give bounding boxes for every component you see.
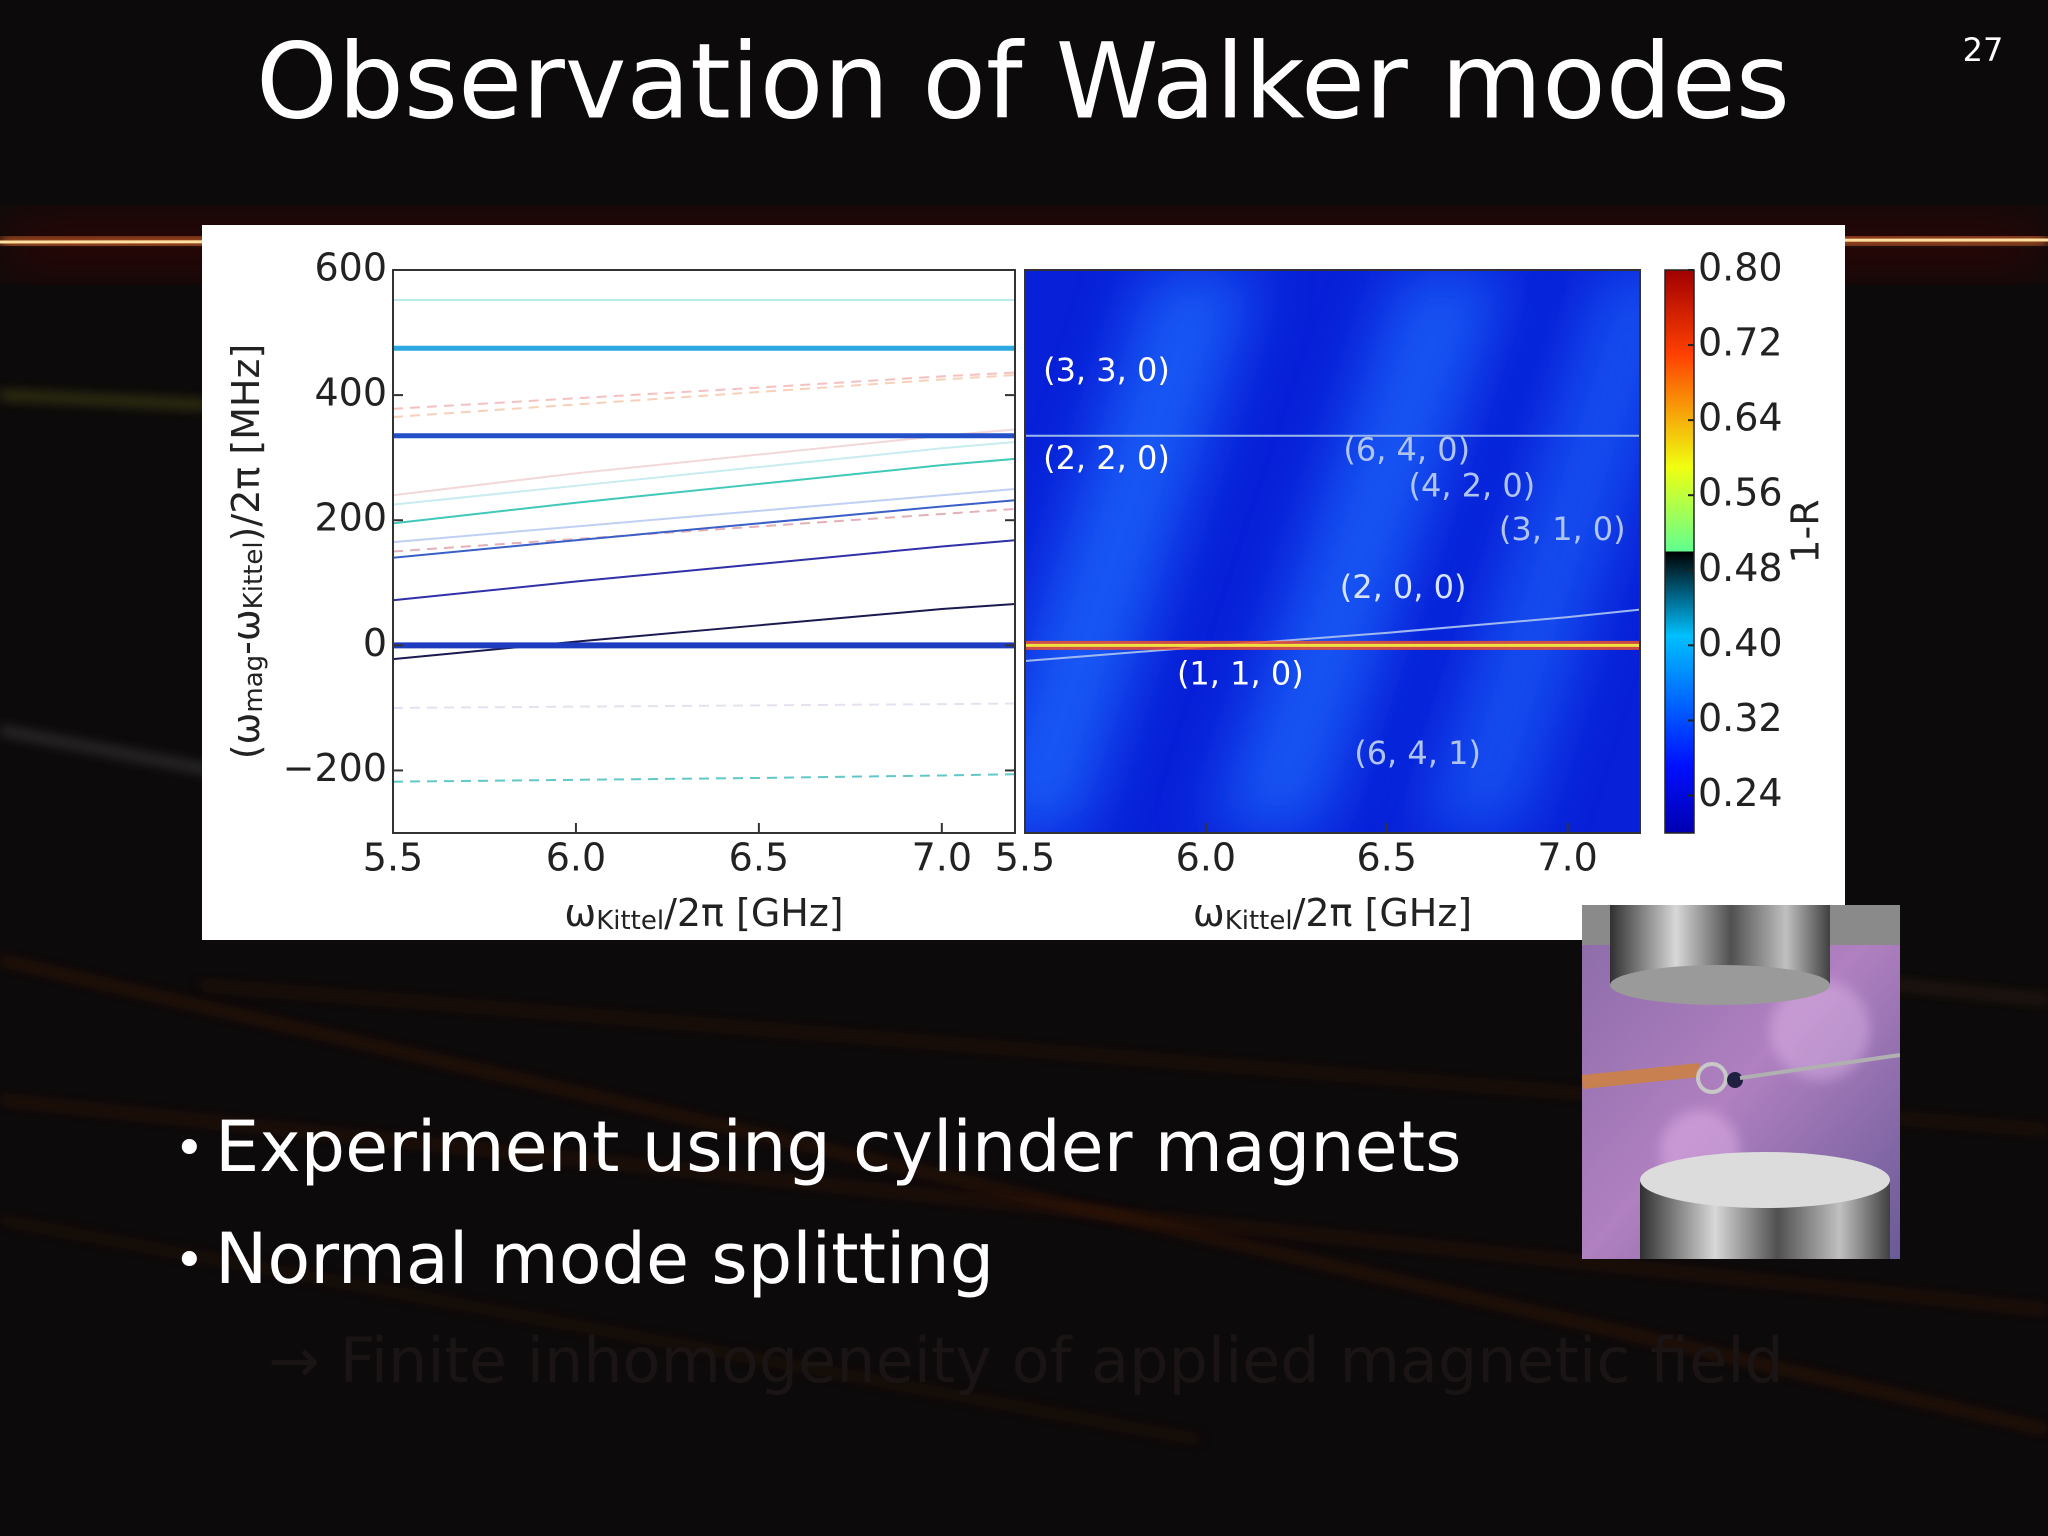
mode-label: (4, 2, 0) — [1408, 467, 1535, 505]
axis-label: (ωmag-ωKittel)/2π [MHz] — [224, 344, 269, 760]
x-tick-label: 7.0 — [912, 836, 972, 880]
series-line — [392, 457, 1016, 525]
page-number: 27 — [1963, 31, 2004, 69]
series-line — [392, 487, 1016, 544]
series-line — [392, 441, 1016, 506]
axis-label-part: Kittel — [596, 906, 664, 936]
colorbar-tick-label: 0.72 — [1698, 321, 1783, 365]
axis-label-part: /2π [GHz] — [664, 891, 844, 935]
mode-label: (2, 2, 0) — [1043, 439, 1170, 477]
series-line — [392, 371, 1016, 410]
y-tick-label: 200 — [314, 496, 387, 540]
axis-label-part: -ω — [224, 609, 268, 655]
axis-label-part: ω — [564, 891, 596, 935]
bullet-text: Normal mode splitting — [215, 1218, 994, 1300]
y-tick-label: −200 — [283, 746, 387, 790]
mode-label: (1, 1, 0) — [1177, 654, 1304, 692]
bullet-text: Experiment using cylinder magnets — [215, 1106, 1462, 1188]
series-line — [392, 702, 1016, 709]
series-line — [392, 539, 1016, 602]
axis-label-part: /2π [GHz] — [1293, 891, 1473, 935]
x-tick-label: 5.5 — [995, 836, 1055, 880]
x-tick-label: 5.5 — [363, 836, 423, 880]
colorbar-tick-label: 0.64 — [1698, 396, 1783, 440]
heatmap-field — [1025, 270, 1640, 833]
bullet-dot: • — [174, 1119, 205, 1179]
axis-label-part: mag — [239, 655, 269, 713]
bullet-dot: • — [174, 1231, 205, 1291]
colorbar-tick-label: 0.40 — [1698, 621, 1783, 665]
colorbar-tick-label: 0.80 — [1698, 246, 1783, 290]
axis-label-part: (ω — [224, 713, 268, 760]
colorbar-tick-label: 0.56 — [1698, 471, 1783, 515]
y-tick-label: 0 — [363, 621, 387, 665]
colorbar-label: 1-R — [1784, 499, 1828, 563]
series-line — [392, 773, 1016, 783]
axis-label-part: )/2π [MHz] — [224, 344, 268, 542]
plot-frame — [1024, 269, 1641, 834]
series-line — [392, 499, 1016, 559]
series-line — [392, 507, 1016, 553]
y-tick-label: 600 — [314, 246, 387, 290]
mode-label: (3, 3, 0) — [1043, 351, 1170, 389]
axis-label-part: Kittel — [1225, 906, 1293, 936]
mode-label: (6, 4, 1) — [1354, 734, 1481, 772]
axis-label-part: ω — [1193, 891, 1225, 935]
x-tick-label: 6.0 — [1176, 836, 1236, 880]
x-tick-label: 6.5 — [729, 836, 789, 880]
x-tick-label: 6.0 — [546, 836, 606, 880]
heatmap-overlay — [1025, 434, 1640, 662]
colorbar-tick-label: 0.24 — [1698, 771, 1783, 815]
sub-note: → Finite inhomogeneity of applied magnet… — [268, 1324, 1784, 1397]
photo — [1582, 905, 1900, 1259]
axis-label: ωKittel/2π [GHz] — [564, 891, 843, 936]
axis-label-part: Kittel — [239, 541, 269, 609]
axis-label: ωKittel/2π [GHz] — [1193, 891, 1472, 936]
mode-label: (2, 0, 0) — [1340, 568, 1467, 606]
mode-label: (3, 1, 0) — [1499, 510, 1626, 548]
x-tick-label: 7.0 — [1537, 836, 1597, 880]
plot-frame — [392, 269, 1016, 834]
mode-label: (6, 4, 0) — [1343, 430, 1470, 468]
x-tick-label: 6.5 — [1357, 836, 1417, 880]
colorbar-tick-label: 0.48 — [1698, 546, 1783, 590]
series-line — [392, 374, 1016, 419]
y-tick-label: 400 — [314, 371, 387, 415]
slide-title: Observation of Walker modes — [256, 20, 1790, 142]
colorbar — [1664, 269, 1695, 834]
colorbar-tick-label: 0.32 — [1698, 696, 1783, 740]
